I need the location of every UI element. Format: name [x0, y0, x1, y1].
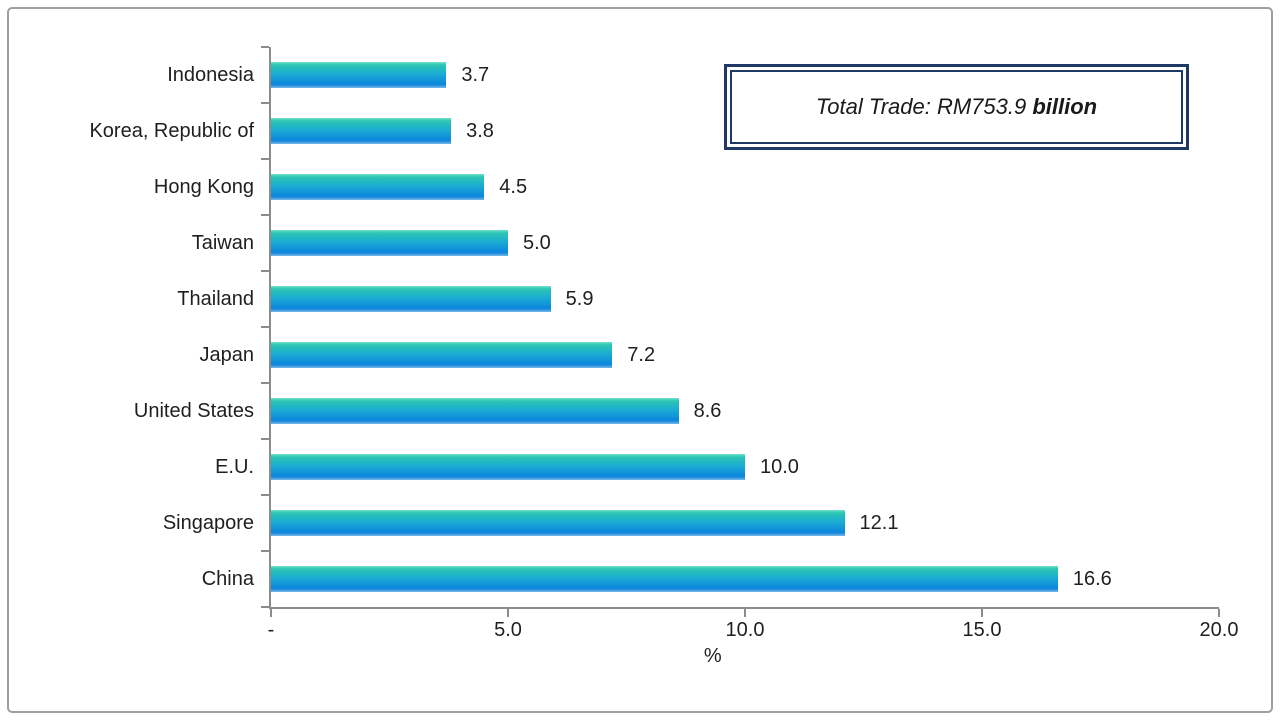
- x-axis-label: %: [703, 645, 722, 667]
- value-label-china: 16.6: [1072, 567, 1112, 590]
- x-tick-label-15-0: 15.0: [962, 619, 1002, 641]
- bar-united-states: [271, 398, 679, 424]
- total-trade-box: Total Trade: RM753.9 billion: [724, 64, 1189, 150]
- x-axis-tick: [507, 609, 509, 617]
- category-label-e-u: E.U.: [215, 455, 254, 478]
- category-label-indonesia: Indonesia: [167, 63, 254, 86]
- value-label-e-u: 10.0: [760, 455, 799, 478]
- x-axis-tick: [1218, 609, 1220, 617]
- value-label-united-states: 8.6: [693, 399, 722, 422]
- x-tick-label-10-0: 10.0: [725, 619, 765, 641]
- category-label-korea-republic-of: Korea, Republic of: [89, 119, 254, 142]
- x-tick-label-: -: [267, 619, 275, 641]
- bar-row-korea-republic-of: Korea, Republic of 3.8: [89, 103, 1219, 159]
- y-axis-tick: [261, 102, 269, 104]
- total-trade-box-inner: Total Trade: RM753.9 billion: [730, 70, 1183, 144]
- x-axis-tick: [270, 609, 272, 617]
- category-label-china: China: [201, 567, 254, 590]
- y-axis-tick: [261, 158, 269, 160]
- y-axis-tick: [261, 270, 269, 272]
- bar-row-china: China 16.6: [202, 551, 1219, 607]
- bar-japan: [271, 342, 613, 368]
- category-label-united-states: United States: [133, 399, 254, 422]
- bar-row-japan: Japan 7.2: [200, 327, 1219, 383]
- y-axis-tick: [261, 214, 269, 216]
- value-label-japan: 7.2: [627, 343, 656, 366]
- y-axis-tick: [261, 606, 269, 608]
- category-label-japan: Japan: [199, 343, 255, 366]
- y-axis-tick: [261, 46, 269, 48]
- bar-korea-republic-of: [271, 118, 452, 144]
- x-tick-label-20-0: 20.0: [1199, 619, 1239, 641]
- bar-row-indonesia: Indonesia 3.7: [167, 47, 1219, 103]
- y-axis-tick: [261, 438, 269, 440]
- value-label-hong-kong: 4.5: [499, 175, 528, 198]
- y-axis-tick: [261, 382, 269, 384]
- x-axis-tick: [981, 609, 983, 617]
- plot-area: Indonesia 3.7 Korea, Republic of 3.8 Hong Ko…: [89, 46, 1238, 667]
- x-axis-tick: [744, 609, 746, 617]
- total-trade-text-bold: billion: [1032, 94, 1098, 119]
- x-tick-label-5-0: 5.0: [494, 619, 522, 641]
- y-axis-tick: [261, 326, 269, 328]
- y-axis-tick: [261, 550, 269, 552]
- category-label-thailand: Thailand: [177, 287, 254, 310]
- category-label-taiwan: Taiwan: [191, 231, 254, 254]
- bar-row-singapore: Singapore 12.1: [163, 495, 1219, 551]
- value-label-thailand: 5.9: [565, 287, 594, 310]
- value-label-taiwan: 5.0: [523, 231, 551, 254]
- bar-e-u: [271, 454, 745, 480]
- bar-china: [271, 566, 1058, 592]
- value-label-korea-republic-of: 3.8: [466, 119, 494, 142]
- bar-row-e-u: E.U. 10.0: [215, 439, 1219, 495]
- category-label-singapore: Singapore: [162, 511, 254, 534]
- bar-row-taiwan: Taiwan 5.0: [192, 215, 1219, 271]
- bar-row-hong-kong: Hong Kong 4.5: [154, 159, 1219, 215]
- bar-row-united-states: United States 8.6: [134, 383, 1219, 439]
- total-trade-text: Total Trade: RM753.9 billion: [816, 94, 1097, 120]
- y-axis-tick: [261, 494, 269, 496]
- bar-hong-kong: [271, 174, 485, 200]
- bar-taiwan: [271, 230, 508, 256]
- value-label-indonesia: 3.7: [461, 63, 490, 86]
- bar-thailand: [271, 286, 551, 312]
- bar-rows: Indonesia 3.7 Korea, Republic of 3.8 Hong Ko…: [89, 47, 1219, 607]
- bar-singapore: [271, 510, 845, 536]
- chart-frame: Total Trade: RM753.9 billion Indonesia 3.…: [7, 7, 1273, 713]
- bar-indonesia: [271, 62, 447, 88]
- total-trade-text-italic: Total Trade: RM753.9: [815, 94, 1033, 119]
- category-label-hong-kong: Hong Kong: [153, 175, 254, 198]
- bar-row-thailand: Thailand 5.9: [177, 271, 1219, 327]
- value-label-singapore: 12.1: [859, 511, 899, 534]
